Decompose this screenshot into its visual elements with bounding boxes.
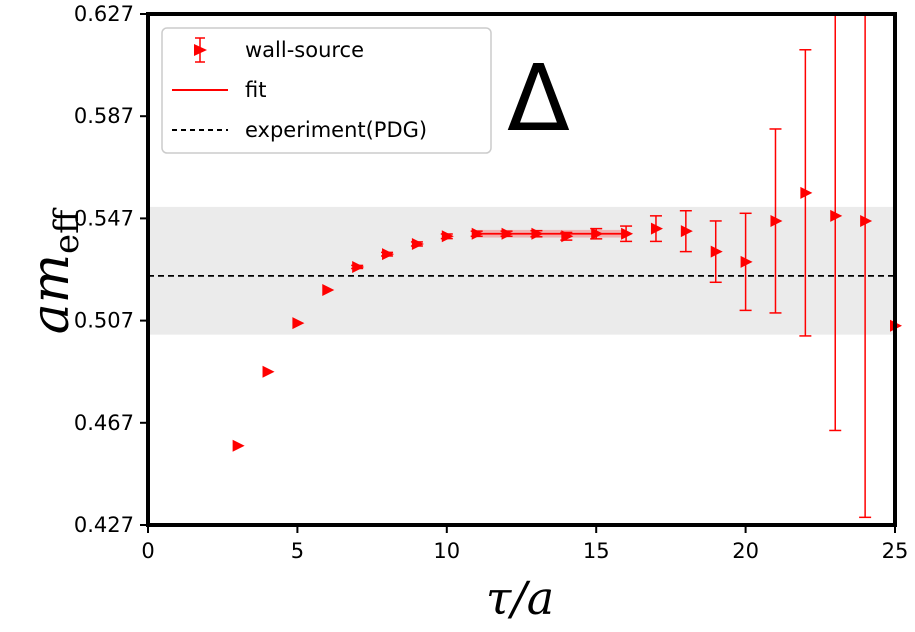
- data-point: [262, 365, 275, 378]
- data-point: [470, 227, 484, 240]
- data-point: [322, 283, 335, 296]
- delta-annotation: Δ: [507, 45, 570, 152]
- legend: wall-source fit experiment(PDG): [161, 27, 492, 154]
- triangle-marker: [770, 214, 783, 227]
- y-tick-label: 0.547: [74, 206, 134, 230]
- legend-marker-wall-source: [194, 37, 207, 63]
- x-tick-label: 5: [291, 539, 304, 563]
- data-point: [739, 212, 753, 312]
- data-point: [590, 227, 604, 240]
- legend-label-experiment: experiment(PDG): [245, 118, 427, 142]
- data-point: [440, 230, 454, 243]
- data-point: [560, 230, 574, 243]
- data-point: [859, 14, 873, 519]
- triangle-marker: [322, 283, 335, 296]
- data-point: [709, 220, 723, 284]
- x-tick-label: 15: [583, 539, 610, 563]
- triangle-marker: [860, 214, 873, 227]
- triangle-marker: [650, 222, 663, 235]
- y-axis-title: ameff: [21, 207, 87, 334]
- triangle-marker: [352, 260, 365, 273]
- x-tick-label: 25: [882, 539, 909, 563]
- triangle-marker: [591, 227, 604, 240]
- data-point: [351, 260, 365, 273]
- y-tick-label: 0.467: [74, 411, 134, 435]
- y-axis-ticks: 0.427 0.467 0.507 0.547 0.587 0.627: [74, 2, 148, 537]
- data-points: [232, 14, 902, 519]
- triangle-marker: [800, 186, 813, 199]
- triangle-marker: [710, 245, 723, 258]
- data-point: [232, 439, 245, 452]
- data-point: [649, 215, 663, 243]
- triangle-marker: [382, 248, 395, 261]
- triangle-marker: [740, 255, 753, 268]
- y-axis-title-sub: eff: [47, 207, 87, 254]
- experiment-band: [148, 206, 895, 335]
- legend-label-fit: fit: [245, 78, 266, 102]
- data-point: [620, 225, 634, 243]
- triangle-marker: [680, 225, 693, 238]
- legend-label-wall-source: wall-source: [245, 38, 364, 62]
- triangle-marker: [471, 227, 484, 240]
- data-point: [530, 227, 544, 240]
- x-axis-title: τ/a: [486, 571, 554, 625]
- x-tick-label: 0: [141, 539, 154, 563]
- x-tick-label: 20: [732, 539, 759, 563]
- data-point: [829, 14, 843, 432]
- y-tick-label: 0.627: [74, 2, 134, 26]
- y-axis-title-main: am: [21, 254, 81, 334]
- data-point: [679, 209, 693, 253]
- data-point: [799, 49, 813, 337]
- plot-frame: [146, 12, 897, 527]
- svg-text:ameff: ameff: [21, 207, 87, 334]
- x-axis-ticks: 0 5 10 15 20 25: [141, 525, 908, 563]
- data-point: [500, 227, 514, 240]
- legend-box: [161, 27, 492, 154]
- triangle-marker: [441, 230, 454, 243]
- y-tick-label: 0.427: [74, 513, 134, 537]
- triangle-marker: [232, 439, 245, 452]
- data-point: [769, 128, 783, 314]
- data-point: [292, 317, 305, 330]
- triangle-marker: [561, 230, 574, 243]
- triangle-marker: [830, 209, 843, 222]
- data-point: [381, 248, 395, 261]
- triangle-marker: [621, 227, 634, 240]
- x-tick-label: 10: [433, 539, 460, 563]
- triangle-marker: [501, 227, 514, 240]
- data-point: [410, 237, 424, 250]
- y-tick-label: 0.507: [74, 309, 134, 333]
- triangle-marker: [292, 317, 305, 330]
- triangle-marker: [411, 237, 424, 250]
- triangle-marker: [531, 227, 544, 240]
- triangle-marker: [262, 365, 275, 378]
- y-tick-label: 0.587: [74, 104, 134, 128]
